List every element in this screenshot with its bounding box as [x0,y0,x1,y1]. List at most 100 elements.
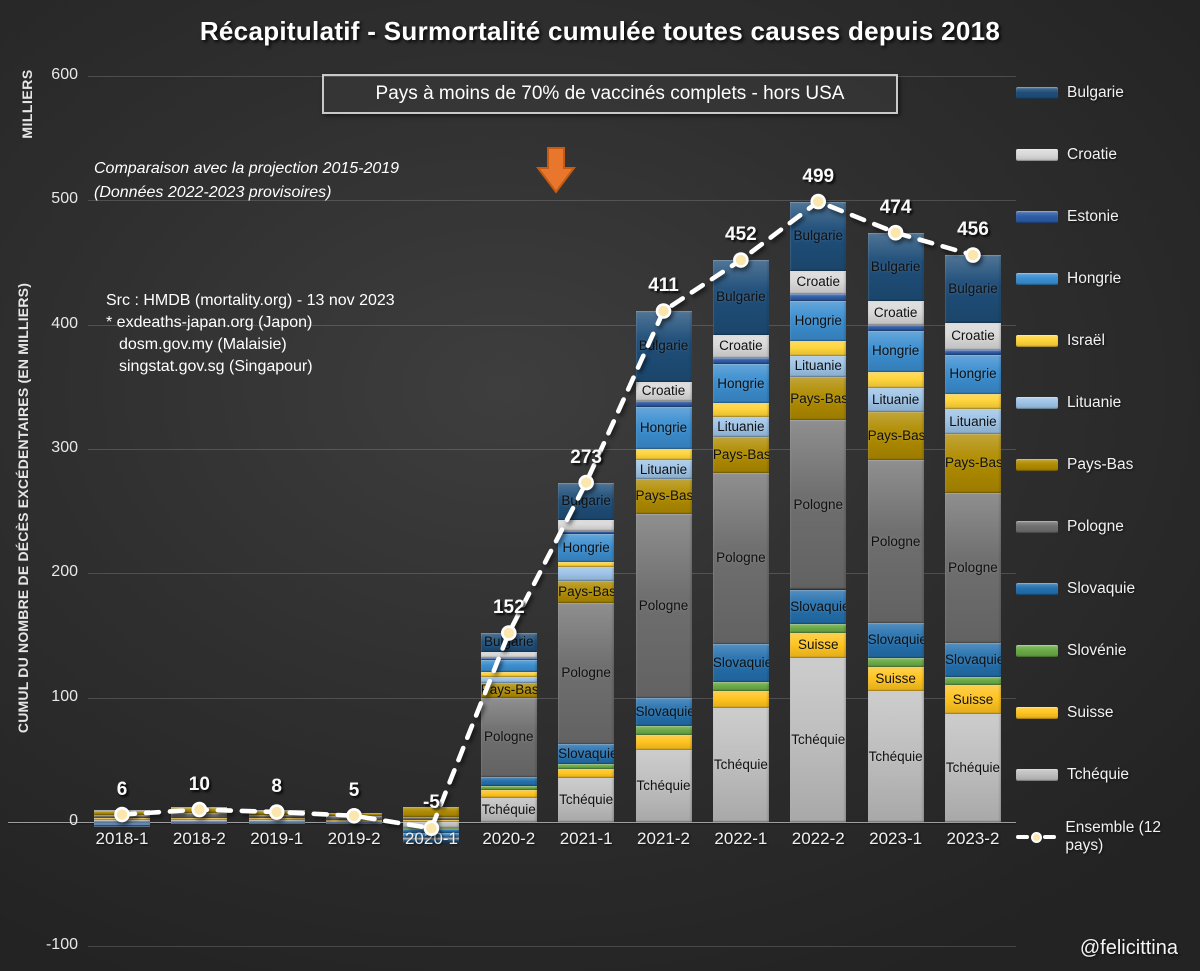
bar-segment-label-2022-1-hongrie: Hongrie [717,375,765,391]
bar-segment-label-2021-1-pologne: Pologne [561,665,611,681]
y-tick-label-600: 600 [51,66,78,84]
bar-segment-2023-1-lituanie: Lituanie [867,388,924,412]
bar-segment-2023-2-lituanie: Lituanie [944,409,1001,435]
legend-swatch-israël-icon [1016,335,1058,347]
down-arrow-icon [536,147,576,194]
bar-segment-label-2023-2-pays-bas: Pays-Bas [944,455,1001,471]
bar-segment-2020-2-estonie [480,657,537,661]
bar-segment-label-2021-1-pays-bas: Pays-Bas [558,583,615,599]
bar-segment-label-2023-2-croatie: Croatie [951,328,995,344]
ensemble-marker-2022-2 [810,193,827,210]
bar-segment-label-2023-2-suisse: Suisse [952,691,994,707]
bar-segment-2019-1-slovaquie [248,822,305,824]
total-label-2018-2: 10 [188,773,210,795]
legend-item-slovénie: Slovénie [1016,642,1198,660]
bar-segment-2018-1-slovaquie [94,822,150,824]
bar-segment-2020-2-pologne: Pologne [480,697,537,778]
legend-item-hongrie: Hongrie [1016,270,1198,288]
legend-label-croatie: Croatie [1067,146,1117,163]
bar-segment-label-2023-2-pologne: Pologne [948,559,998,575]
y-tick-label-200: 200 [51,563,78,581]
projection-annotation: Comparaison avec la projection 2015-2019… [94,157,399,205]
chart-legend: Bulgarie Croatie Estonie Hongrie Israël Litua… [1016,84,1198,854]
total-label-2022-1: 452 [725,224,757,246]
bar-segment-label-2022-2-tchéquie: Tchéquie [791,731,846,747]
gridline-0 [8,822,1016,823]
bar-segment-label-2022-1-bulgarie: Bulgarie [716,289,766,305]
bar-segment-label-2021-1-hongrie: Hongrie [562,539,610,555]
bar-segment-2018-2-estonie [171,822,228,824]
legend-swatch-pologne-icon [1016,521,1058,533]
legend-swatch-estonie-icon [1016,211,1058,223]
bar-segment-2023-1-bulgarie: Bulgarie [867,232,924,302]
bar-segment-2021-1-hongrie: Hongrie [558,533,615,563]
bar-segment-2023-2-pologne: Pologne [944,492,1001,643]
bar-segment-label-2022-1-pologne: Pologne [716,550,766,566]
gridline-500 [88,200,1016,202]
bar-segment-label-2023-1-bulgarie: Bulgarie [870,258,921,274]
bar-segment-2022-2-hongrie: Hongrie [790,301,847,341]
bar-segment-2021-1-slovénie [558,763,615,769]
bar-segment-2021-1-suisse [558,768,615,779]
bar-segment-2023-2-croatie: Croatie [944,323,1001,350]
legend-label-israël: Israël [1067,332,1105,349]
bar-segment-label-2023-1-slovaquie: Slovaquie [867,632,924,648]
bar-segment-2020-2-tchéquie: Tchéquie [480,798,537,822]
bar-segment-2023-2-tchéquie: Tchéquie [944,713,1001,822]
bar-segment-2022-1-suisse [712,691,769,708]
legend-swatch-lituanie-icon [1016,397,1058,409]
bar-segment-2019-2-bulgarie [326,823,383,825]
source-line-1: Src : HMDB (mortality.org) - 13 nov 2023 [106,292,395,309]
legend-marker-dot-icon [1030,831,1042,843]
x-tick-label-2019-1: 2019-1 [250,829,304,848]
bar-segment-2020-2-croatie [480,651,537,658]
legend-item-slovaquie: Slovaquie [1016,580,1198,598]
bar-segment-2023-2-israël [944,394,1001,410]
y-tick-label-400: 400 [51,314,78,332]
legend-label-ensemble: Ensemble (12 pays) [1065,819,1162,854]
legend-swatch-suisse-icon [1016,707,1058,719]
bar-segment-2022-1-estonie [712,358,769,365]
x-tick-label-2022-1: 2022-1 [714,829,768,848]
bar-segment-2023-1-pologne: Pologne [867,460,924,624]
ensemble-marker-2020-1 [423,820,440,837]
gridline-100 [88,697,1016,699]
legend-item-ensemble: Ensemble (12 pays) [1016,819,1198,854]
bar-segment-2022-1-croatie: Croatie [712,334,769,359]
bar-segment-label-2022-2-bulgarie: Bulgarie [793,228,843,244]
bar-segment-2023-1-croatie: Croatie [867,301,924,325]
bar-segment-label-2023-2-lituanie: Lituanie [949,413,997,429]
bar-segment-2022-2-suisse: Suisse [790,633,847,658]
bar-segment-2021-2-slovénie [635,726,692,735]
ensemble-marker-2021-2 [655,303,672,319]
bar-segment-label-2021-2-hongrie: Hongrie [639,419,688,435]
x-tick-label-2023-1: 2023-1 [869,829,923,848]
bar-segment-label-2023-2-slovaquie: Slovaquie [944,651,1001,667]
bar-segment-2020-2-israël [480,671,537,677]
bar-segment-2020-2-lituanie [480,676,537,683]
bar-segment-label-2023-1-croatie: Croatie [873,304,918,320]
legend-label-bulgarie: Bulgarie [1067,84,1124,101]
gridline--100 [88,946,1016,948]
bar-segment-2021-2-lituanie: Lituanie [635,460,692,479]
bar-segment-2020-1-estonie [403,836,460,839]
bar-segment-2020-1-croatie [403,838,460,840]
bar-segment-2022-2-estonie [790,293,847,302]
bar-segment-2022-1-lituanie: Lituanie [712,416,769,437]
bar-segment-label-2023-1-lituanie: Lituanie [871,391,920,407]
legend-swatch-croatie-icon [1016,149,1058,161]
bar-segment-2022-2-lituanie: Lituanie [790,355,847,377]
bar-segment-2022-1-pays-bas: Pays-Bas [712,436,769,473]
y-tick-label-100: 100 [51,687,78,705]
legend-swatch-pays-bas-icon [1016,459,1058,471]
bar-segment-label-2023-1-pays-bas: Pays-Bas [867,427,924,443]
bar-segment-2021-2-estonie [635,400,692,407]
bar-segment-2023-1-tchéquie: Tchéquie [867,691,924,822]
bar-segment-2021-1-pays-bas: Pays-Bas [558,580,615,604]
legend-label-pologne: Pologne [1067,518,1124,535]
bar-segment-2023-1-slovaquie: Slovaquie [867,623,924,658]
bar-segment-2022-2-slovénie [790,624,847,633]
legend-item-bulgarie: Bulgarie [1016,84,1198,102]
bar-segment-2022-2-pologne: Pologne [790,420,847,590]
